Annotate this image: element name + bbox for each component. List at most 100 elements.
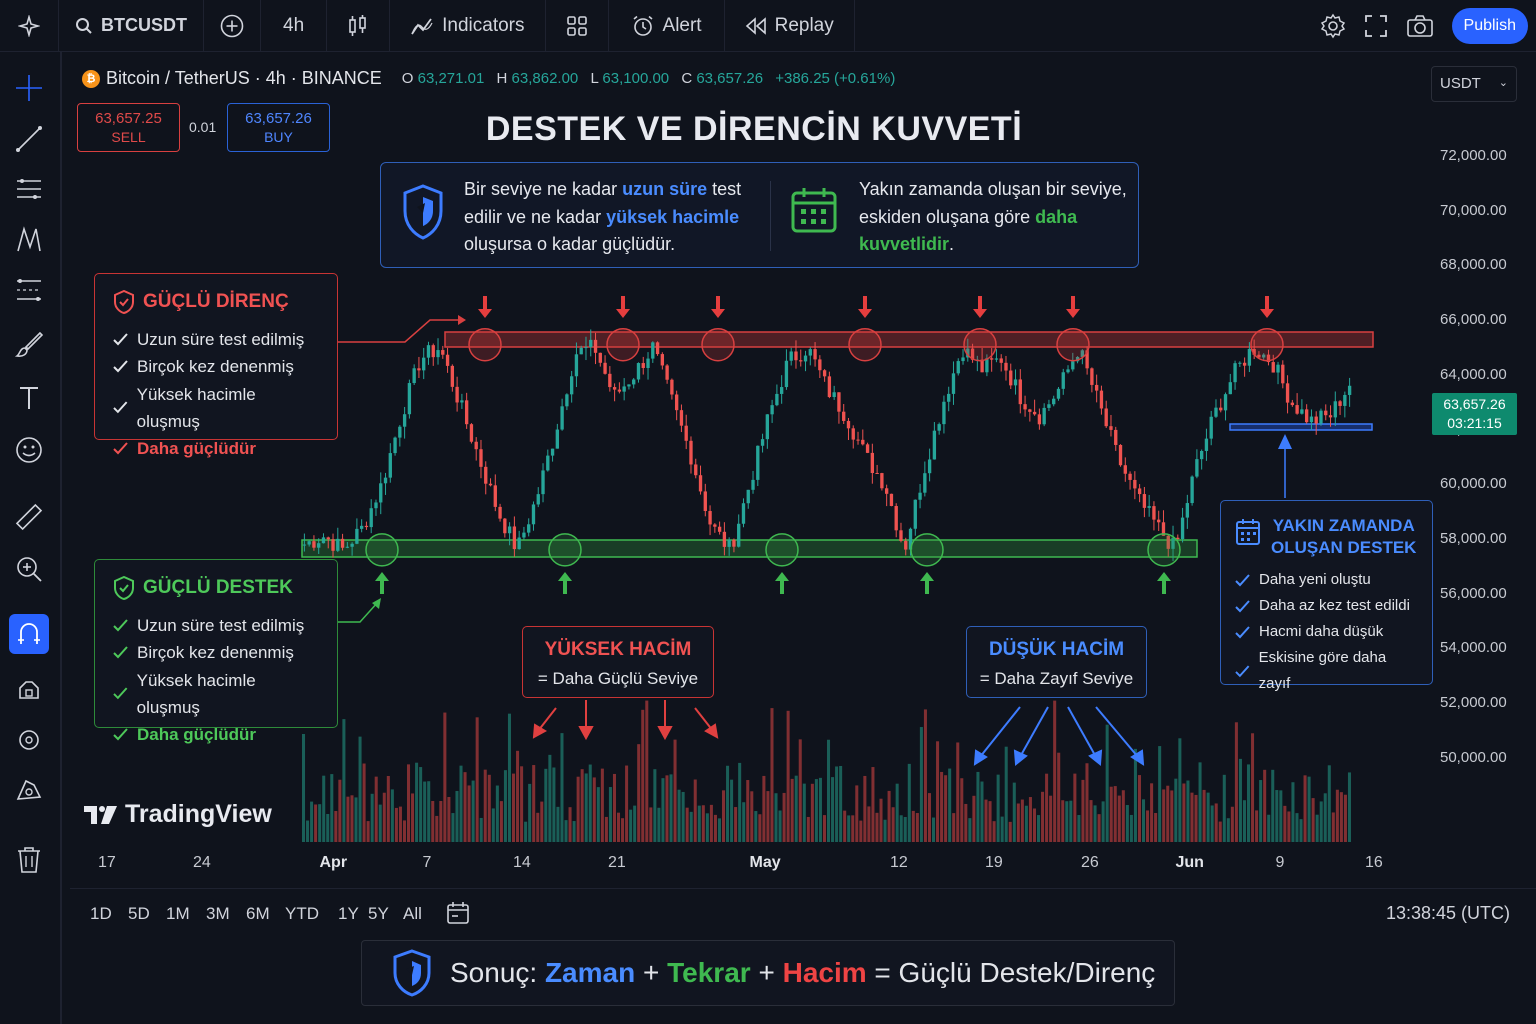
- hide-drawings-tool[interactable]: [9, 770, 49, 810]
- candle-body: [488, 483, 493, 486]
- volume-bar: [1319, 801, 1323, 842]
- chart-type-button[interactable]: [327, 0, 391, 52]
- candle-body: [503, 518, 507, 534]
- sell-button[interactable]: 63,657.25 SELL: [77, 103, 180, 152]
- volume-bar: [338, 779, 342, 842]
- indicators-button[interactable]: Indicators: [390, 0, 546, 52]
- candle-body: [603, 362, 607, 374]
- volume-bar: [726, 765, 730, 842]
- compare-button[interactable]: [204, 0, 261, 52]
- fib-tool[interactable]: [9, 169, 49, 209]
- projection-tool[interactable]: [9, 270, 49, 310]
- volume-bar: [629, 809, 633, 842]
- stay-drawing-tool[interactable]: [9, 667, 49, 707]
- candle-body: [1109, 426, 1113, 430]
- candle-body: [966, 348, 970, 358]
- emoji-tool[interactable]: [9, 430, 49, 470]
- summary-plus-2: +: [750, 957, 783, 988]
- shield-check-icon: [114, 576, 134, 600]
- checklist-item: Birçok kez denenmiş: [113, 639, 319, 666]
- high-volume-sub: = Daha Güçlü Seviye: [537, 669, 699, 688]
- range-button-5d[interactable]: 5D: [128, 904, 150, 923]
- alert-button[interactable]: Alert: [609, 0, 725, 52]
- camera-icon[interactable]: [1406, 14, 1434, 38]
- volume-bar: [540, 801, 544, 842]
- layouts-button[interactable]: [546, 0, 609, 52]
- eye-icon: [16, 779, 42, 800]
- tradingview-logo: TradingView: [83, 800, 272, 829]
- volume-bar: [1129, 814, 1133, 842]
- rewind-icon: [745, 16, 766, 35]
- volume-bar: [407, 764, 411, 842]
- range-button-1y[interactable]: 1Y: [338, 904, 359, 923]
- time-axis[interactable]: 17 24 Apr 7 14 21 May 12 19 26 Jun 9 16: [64, 840, 1424, 886]
- volume-bar: [1287, 811, 1291, 842]
- indicators-icon: [411, 17, 433, 34]
- low-value: 63,100.00: [602, 70, 670, 87]
- zoom-tool[interactable]: [9, 549, 49, 589]
- candle-body: [608, 373, 612, 388]
- summary-banner: Sonuç: Zaman + Tekrar + Hacim = Güçlü De…: [361, 940, 1175, 1006]
- range-button-5y[interactable]: 5Y: [368, 904, 389, 923]
- text-tool[interactable]: [9, 378, 49, 418]
- delete-tool[interactable]: [9, 840, 49, 880]
- candle-body: [899, 530, 903, 541]
- price-axis[interactable]: 72,000.00 70,000.00 68,000.00 66,000.00 64,0…: [1420, 140, 1536, 840]
- range-button-ytd[interactable]: YTD: [285, 904, 319, 923]
- close-value: 63,657.26: [696, 70, 764, 87]
- publish-button[interactable]: Publish: [1451, 8, 1528, 44]
- trendline-tool[interactable]: [9, 119, 49, 159]
- measure-tool[interactable]: [9, 497, 49, 537]
- candle-body: [374, 502, 378, 509]
- tv-menu-icon: [18, 14, 40, 37]
- volume-bar: [419, 767, 423, 842]
- range-button-3m[interactable]: 3M: [206, 904, 230, 923]
- magnet-tool[interactable]: [9, 614, 49, 654]
- volume-bar: [604, 816, 608, 842]
- volume-bar: [382, 792, 386, 842]
- candle-body: [417, 368, 421, 371]
- high-volume-box: YÜKSEK HACİM = Daha Güçlü Seviye: [522, 626, 714, 698]
- candle-body: [345, 546, 350, 548]
- currency-select[interactable]: USDT ⌄: [1431, 66, 1517, 102]
- fullscreen-icon[interactable]: [1364, 14, 1388, 38]
- legend-title[interactable]: Bitcoin / TetherUS · 4h · BINANCE: [106, 68, 382, 88]
- candle-body: [393, 437, 397, 454]
- candle-body: [1343, 394, 1347, 406]
- buy-button[interactable]: 63,657.26 BUY: [227, 103, 330, 152]
- price-axis-label: 70,000.00: [1440, 201, 1507, 219]
- brush-tool[interactable]: [9, 325, 49, 365]
- volume-bar: [1109, 786, 1113, 842]
- candle-body: [989, 358, 994, 360]
- calendar-goto-icon[interactable]: [446, 901, 470, 925]
- candle-body: [1252, 348, 1256, 355]
- menu-button[interactable]: [0, 0, 59, 52]
- replay-button[interactable]: Replay: [725, 0, 855, 52]
- recent-support-title-1: YAKIN ZAMANDA: [1272, 516, 1415, 535]
- candle-body: [880, 473, 884, 489]
- interval-button[interactable]: 4h: [261, 0, 328, 52]
- lock-drawings-tool[interactable]: [9, 719, 49, 759]
- utc-clock[interactable]: 13:38:45 (UTC): [1385, 903, 1510, 923]
- candle-body: [1228, 382, 1232, 395]
- low-label: L: [590, 70, 599, 87]
- candle-body: [889, 493, 894, 507]
- strong-resistance-callout: GÜÇLÜ DİRENÇ Uzun süre test edilmiş Birço…: [94, 273, 338, 458]
- candle-body: [1142, 494, 1147, 508]
- symbol-search-button[interactable]: BTCUSDT: [59, 0, 204, 52]
- volume-bar: [689, 811, 693, 842]
- gear-icon[interactable]: [1320, 13, 1346, 39]
- time-axis-label: 24: [193, 854, 211, 871]
- candle-body: [431, 345, 435, 358]
- candle-body: [904, 540, 908, 550]
- crosshair-tool[interactable]: [9, 68, 49, 108]
- symbol-legend: ₿ Bitcoin / TetherUS · 4h · BINANCE O 63…: [82, 68, 903, 89]
- support-touch-arrow: [1157, 572, 1171, 594]
- range-button-6m[interactable]: 6M: [246, 904, 270, 923]
- range-button-all[interactable]: All: [403, 904, 422, 923]
- pattern-tool[interactable]: [9, 220, 49, 260]
- range-button-1m[interactable]: 1M: [166, 904, 190, 923]
- range-button-1d[interactable]: 1D: [90, 904, 112, 923]
- candle-body: [1094, 384, 1099, 391]
